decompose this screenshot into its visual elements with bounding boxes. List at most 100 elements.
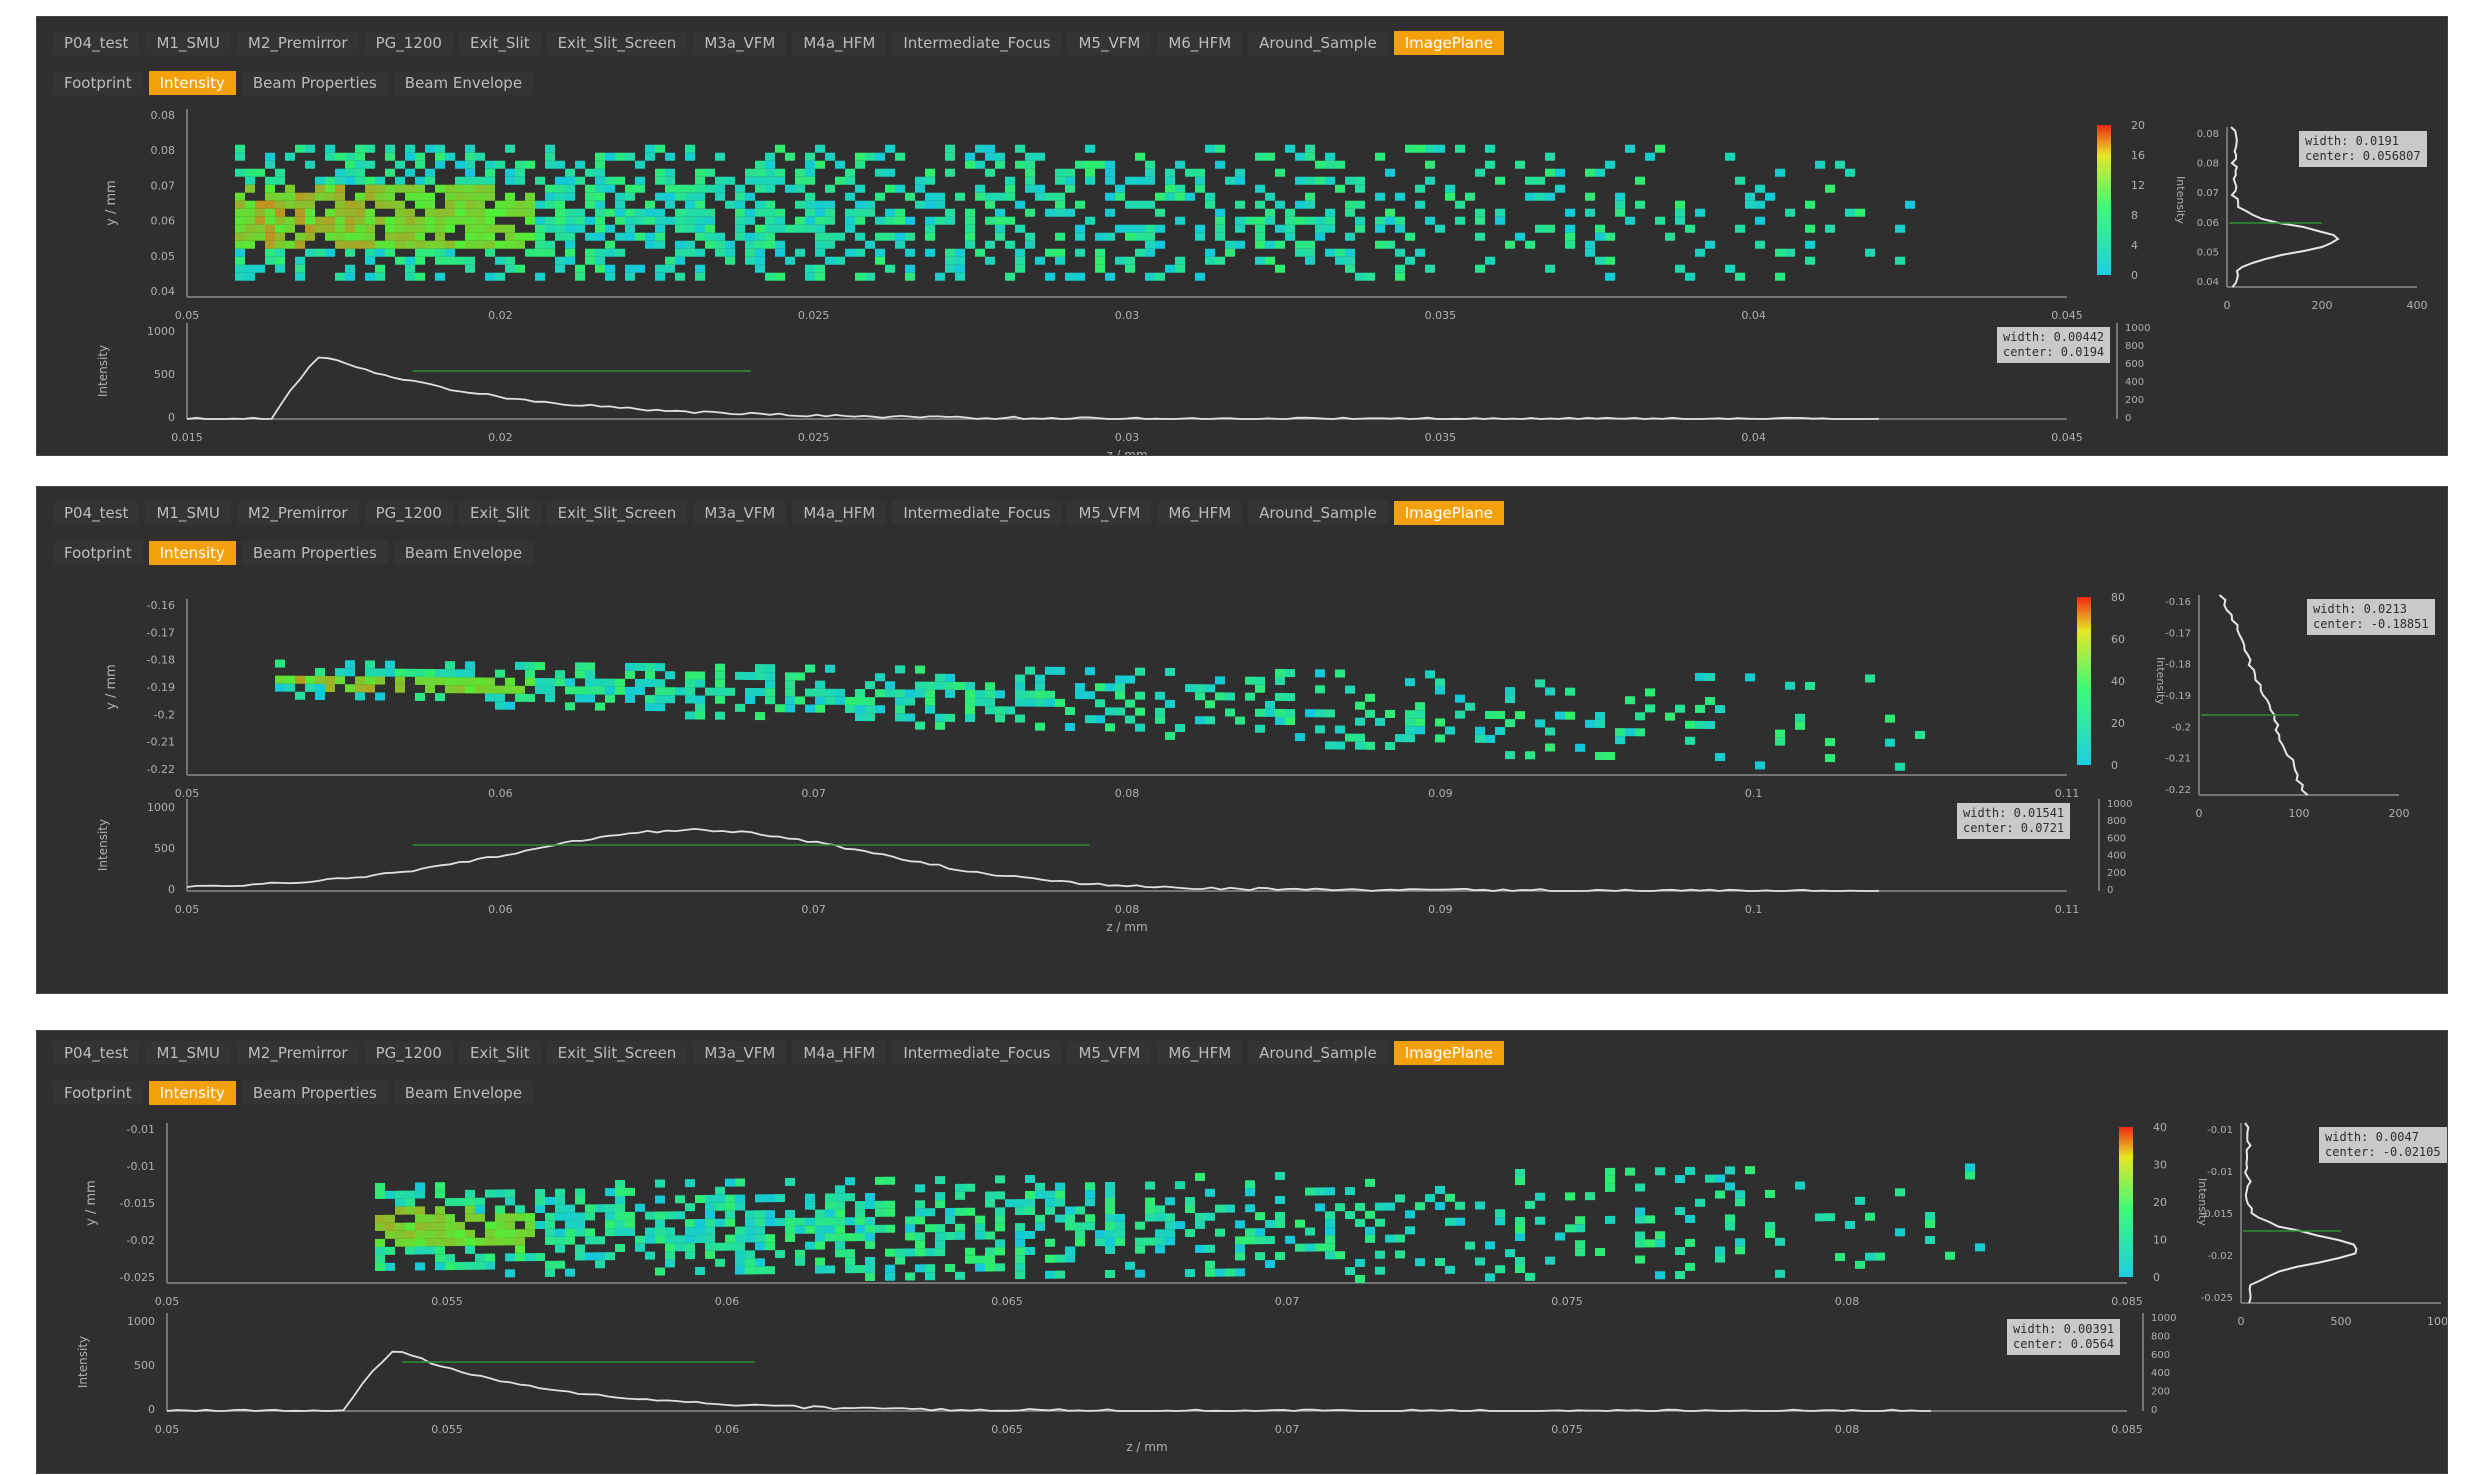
subtab-intensity[interactable]: Intensity	[148, 1081, 236, 1105]
tab-exit-slit[interactable]: Exit_Slit	[458, 31, 541, 55]
subtab-beam-envelope[interactable]: Beam Envelope	[393, 71, 534, 95]
subtab-footprint[interactable]: Footprint	[53, 71, 143, 95]
heatmap-cell	[1285, 693, 1295, 702]
tab-intermediate-focus[interactable]: Intermediate_Focus	[892, 31, 1062, 55]
heatmap-cell	[545, 152, 555, 161]
heatmap-cell	[915, 1264, 925, 1273]
heatmap-cell	[615, 176, 625, 185]
heatmap-cell	[1285, 216, 1295, 225]
tab-m1-smu[interactable]: M1_SMU	[145, 1041, 231, 1065]
heatmap-cell	[1275, 708, 1285, 717]
heatmap-cell	[1735, 272, 1745, 281]
tab-m6-hfm[interactable]: M6_HFM	[1157, 31, 1243, 55]
heatmap-cell	[1635, 728, 1645, 737]
heatmap-cell	[715, 176, 725, 185]
tab-p04-test[interactable]: P04_test	[53, 31, 140, 55]
heatmap-cell	[1485, 160, 1495, 169]
subtab-beam-envelope[interactable]: Beam Envelope	[393, 1081, 534, 1105]
tab-pg-1200[interactable]: PG_1200	[364, 31, 453, 55]
heatmap-cell	[675, 1235, 685, 1244]
tab-m1-smu[interactable]: M1_SMU	[145, 501, 231, 525]
tab-imageplane[interactable]: ImagePlane	[1393, 31, 1504, 55]
heatmap-cell	[325, 144, 335, 153]
heatmap-cell	[795, 672, 805, 681]
heatmap-cell	[805, 1193, 815, 1202]
subtab-beam-envelope[interactable]: Beam Envelope	[393, 541, 534, 565]
tab-m6-hfm[interactable]: M6_HFM	[1157, 1041, 1243, 1065]
heatmap-cell	[1045, 1198, 1055, 1207]
heatmap-cell	[645, 679, 655, 688]
heatmap-cell	[545, 678, 555, 687]
tab-m2-premirror[interactable]: M2_Premirror	[236, 1041, 359, 1065]
tab-around-sample[interactable]: Around_Sample	[1248, 1041, 1388, 1065]
tab-intermediate-focus[interactable]: Intermediate_Focus	[892, 501, 1062, 525]
tab-m4a-hfm[interactable]: M4a_HFM	[792, 1041, 887, 1065]
heatmap-cell	[1435, 144, 1445, 153]
tab-imageplane[interactable]: ImagePlane	[1393, 1041, 1504, 1065]
tab-m4a-hfm[interactable]: M4a_HFM	[792, 31, 887, 55]
tab-exit-slit-screen[interactable]: Exit_Slit_Screen	[546, 1041, 688, 1065]
heatmap-cell	[1315, 1187, 1325, 1196]
subtab-beam-properties[interactable]: Beam Properties	[241, 71, 388, 95]
heatmap-cell	[485, 224, 495, 233]
tab-pg-1200[interactable]: PG_1200	[364, 501, 453, 525]
tab-m4a-hfm[interactable]: M4a_HFM	[792, 501, 887, 525]
profile-y-label: Intensity	[96, 345, 110, 397]
tab-pg-1200[interactable]: PG_1200	[364, 1041, 453, 1065]
tab-m3a-vfm[interactable]: M3a_VFM	[693, 501, 787, 525]
heatmap-cell	[415, 1182, 425, 1191]
heatmap-cell	[1465, 192, 1475, 201]
subtab-beam-properties[interactable]: Beam Properties	[241, 1081, 388, 1105]
heatmap-cell	[1175, 216, 1185, 225]
subtab-beam-properties[interactable]: Beam Properties	[241, 541, 388, 565]
tab-exit-slit-screen[interactable]: Exit_Slit_Screen	[546, 501, 688, 525]
heatmap-cell	[655, 264, 665, 273]
tab-imageplane[interactable]: ImagePlane	[1393, 501, 1504, 525]
tab-m5-vfm[interactable]: M5_VFM	[1067, 501, 1152, 525]
tab-p04-test[interactable]: P04_test	[53, 1041, 140, 1065]
heatmap-cell	[385, 168, 395, 177]
heatmap-cell	[675, 256, 685, 265]
subtab-intensity[interactable]: Intensity	[148, 541, 236, 565]
tab-intermediate-focus[interactable]: Intermediate_Focus	[892, 1041, 1062, 1065]
tab-exit-slit[interactable]: Exit_Slit	[458, 501, 541, 525]
tab-m5-vfm[interactable]: M5_VFM	[1067, 1041, 1152, 1065]
heatmap-cell	[815, 160, 825, 169]
heatmap-cell	[435, 216, 445, 225]
tab-m3a-vfm[interactable]: M3a_VFM	[693, 31, 787, 55]
heatmap-cell	[955, 1191, 965, 1200]
tab-m5-vfm[interactable]: M5_VFM	[1067, 31, 1152, 55]
heatmap-cell	[1285, 208, 1295, 217]
heatmap-cell	[395, 184, 405, 193]
tab-m6-hfm[interactable]: M6_HFM	[1157, 501, 1243, 525]
heatmap-cell	[1115, 691, 1125, 700]
heatmap-cell	[775, 248, 785, 257]
subtab-intensity[interactable]: Intensity	[148, 71, 236, 95]
heatmap-cell	[1295, 200, 1305, 209]
heatmap-cell	[1545, 687, 1555, 696]
tab-m2-premirror[interactable]: M2_Premirror	[236, 31, 359, 55]
heatmap-cell	[1145, 1197, 1155, 1206]
heatmap-cell	[1045, 698, 1055, 707]
profile-x-tick-label: 0.11	[2055, 903, 2080, 916]
heatmap-cell	[495, 240, 505, 249]
tab-m2-premirror[interactable]: M2_Premirror	[236, 501, 359, 525]
heatmap-cell	[345, 264, 355, 273]
tab-around-sample[interactable]: Around_Sample	[1248, 501, 1388, 525]
heatmap-cell	[585, 662, 595, 671]
tab-exit-slit[interactable]: Exit_Slit	[458, 1041, 541, 1065]
tab-m3a-vfm[interactable]: M3a_VFM	[693, 1041, 787, 1065]
heatmap-cell	[1175, 724, 1185, 733]
subtab-footprint[interactable]: Footprint	[53, 1081, 143, 1105]
tab-p04-test[interactable]: P04_test	[53, 501, 140, 525]
subtab-footprint[interactable]: Footprint	[53, 541, 143, 565]
tab-exit-slit-screen[interactable]: Exit_Slit_Screen	[546, 31, 688, 55]
heatmap-cell	[1115, 683, 1125, 692]
heatmap-cell	[935, 673, 945, 682]
heatmap-cell	[915, 1184, 925, 1193]
heatmap-cell	[1825, 1213, 1835, 1222]
heatmap-cell	[485, 240, 495, 249]
tab-around-sample[interactable]: Around_Sample	[1248, 31, 1388, 55]
heatmap-cell	[1435, 734, 1445, 743]
tab-m1-smu[interactable]: M1_SMU	[145, 31, 231, 55]
